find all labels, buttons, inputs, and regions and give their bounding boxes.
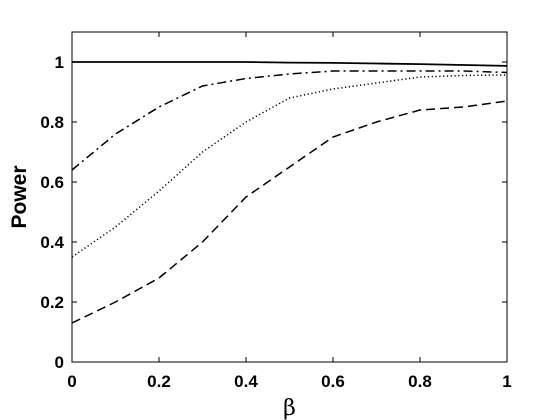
y-tick-label: 0.2 [40, 293, 64, 312]
series-line-dotted [71, 74, 508, 258]
x-tick-label: 1 [502, 372, 511, 391]
x-axis-label: β [283, 396, 296, 420]
y-tick-label: 0 [55, 353, 64, 372]
series-line-dashed [71, 100, 508, 324]
y-tick-label: 0.6 [40, 173, 64, 192]
y-tick-label: 0.4 [40, 233, 64, 252]
x-tick-label: 0.6 [321, 372, 345, 391]
y-tick-label: 1 [55, 53, 64, 72]
tick-layer: 0 0.2 0.4 0.6 0.8 1 0 0.2 0.4 0.6 0.8 1 [40, 32, 512, 391]
y-axis-label: Power [8, 165, 31, 228]
x-tick-label: 0 [67, 372, 76, 391]
plot-area [71, 31, 508, 363]
series-line-dash-dot [71, 70, 508, 171]
series-line-solid [72, 61, 508, 67]
x-tick-label: 0.8 [408, 372, 432, 391]
x-tick-label: 0.2 [147, 372, 171, 391]
x-tick-label: 0.4 [234, 372, 258, 391]
y-tick-label: 0.8 [40, 113, 64, 132]
series-layer [71, 61, 508, 324]
